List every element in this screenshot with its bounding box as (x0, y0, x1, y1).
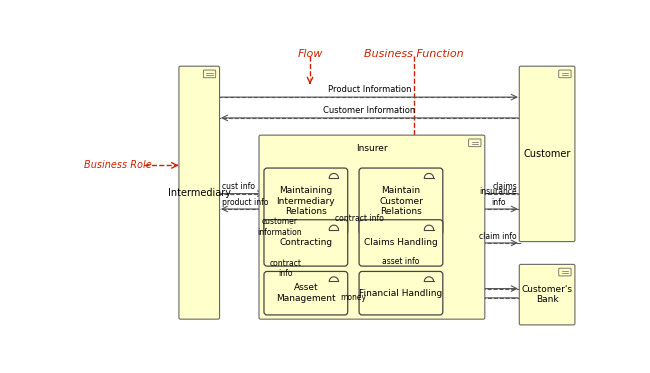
Text: Financial Handling: Financial Handling (359, 289, 443, 298)
Text: Contracting: Contracting (280, 238, 332, 247)
Text: contract
info: contract info (270, 259, 302, 279)
Text: Business Role: Business Role (84, 160, 152, 170)
Text: Product Information: Product Information (328, 85, 411, 94)
Text: Intermediary: Intermediary (168, 188, 231, 198)
Text: Customer Information: Customer Information (323, 106, 415, 115)
Text: Flow: Flow (297, 48, 322, 59)
FancyBboxPatch shape (264, 168, 348, 235)
FancyBboxPatch shape (519, 264, 575, 325)
Text: claims: claims (492, 182, 517, 191)
FancyBboxPatch shape (559, 268, 571, 276)
FancyBboxPatch shape (179, 66, 220, 319)
FancyBboxPatch shape (264, 272, 348, 315)
Text: Business Function: Business Function (364, 48, 464, 59)
Text: customer
information: customer information (257, 217, 302, 237)
FancyBboxPatch shape (519, 66, 575, 242)
Text: cust info: cust info (222, 182, 255, 191)
FancyBboxPatch shape (359, 168, 443, 235)
Text: product info: product info (222, 198, 268, 207)
Text: claim info: claim info (479, 232, 517, 241)
FancyBboxPatch shape (359, 220, 443, 266)
Text: Insurer: Insurer (356, 144, 388, 153)
Text: Claims Handling: Claims Handling (364, 238, 438, 247)
Text: Maintain
Customer
Relations: Maintain Customer Relations (379, 186, 423, 216)
Text: Customer's
Bank: Customer's Bank (521, 285, 573, 304)
FancyBboxPatch shape (259, 135, 485, 319)
FancyBboxPatch shape (264, 220, 348, 266)
Text: Asset
Management: Asset Management (276, 283, 335, 303)
Text: money: money (341, 293, 367, 302)
Text: Customer: Customer (523, 149, 571, 159)
Text: insurance
info: insurance info (479, 187, 517, 207)
Text: contract info: contract info (335, 214, 384, 223)
FancyBboxPatch shape (559, 70, 571, 78)
FancyBboxPatch shape (203, 70, 216, 78)
Text: asset info: asset info (382, 257, 420, 266)
FancyBboxPatch shape (359, 272, 443, 315)
FancyBboxPatch shape (469, 139, 481, 147)
Text: Maintaining
Intermediary
Relations: Maintaining Intermediary Relations (276, 186, 335, 216)
